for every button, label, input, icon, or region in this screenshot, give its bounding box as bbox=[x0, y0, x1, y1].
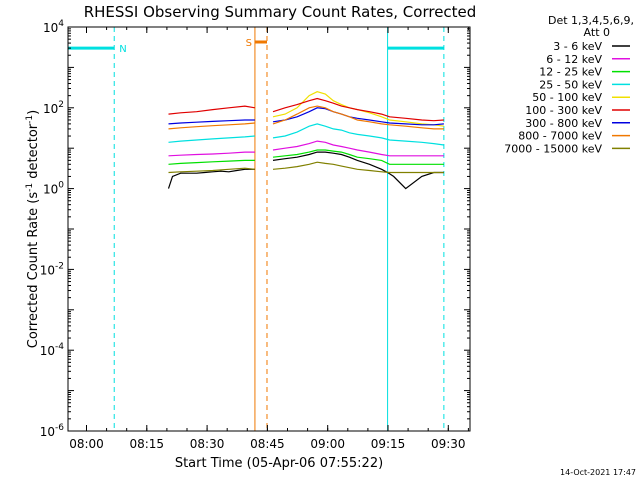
timestamp: 14-Oct-2021 17:47 bbox=[560, 468, 636, 477]
series-line-6-12-kev-2 bbox=[168, 151, 255, 157]
series-line-800-7000-kev-13 bbox=[168, 122, 255, 130]
series-line-25-50-kev-6 bbox=[168, 135, 255, 143]
y-tick-base: 10 bbox=[40, 263, 55, 277]
legend-label-3: 25 - 50 keV bbox=[539, 78, 602, 91]
series-line-7000-15000-kev-15 bbox=[168, 167, 255, 174]
legend-label-7: 800 - 7000 keV bbox=[518, 130, 602, 143]
series-line-3-6-kev-0 bbox=[167, 168, 255, 189]
y-axis-label-sup2: -1 bbox=[25, 115, 35, 124]
x-axis-label: Start Time (05-Apr-06 07:55:22) bbox=[175, 456, 383, 471]
x-tick-label-4: 09:00 bbox=[310, 437, 345, 451]
y-tick-exponent: -4 bbox=[55, 342, 64, 352]
series-line-300-800-kev-11 bbox=[168, 119, 255, 125]
axis-labels: 08:00 08:15 08:30 08:45 09:00 09:15 09:3010-61… bbox=[40, 19, 470, 451]
y-tick-exponent: 2 bbox=[58, 100, 64, 110]
x-tick-label-1: 08:15 bbox=[129, 437, 164, 451]
y-tick-base: 10 bbox=[40, 344, 55, 358]
series-line-7000-15000-kev-16 bbox=[272, 161, 444, 174]
y-tick-base: 10 bbox=[43, 183, 58, 197]
series-line-100-300-kev-9 bbox=[168, 105, 256, 115]
saa-label: S bbox=[246, 38, 252, 49]
x-tick-label-6: 09:30 bbox=[431, 437, 466, 451]
y-tick-label-2: 10-2 bbox=[40, 261, 64, 277]
series-line-6-12-kev-3 bbox=[272, 140, 444, 157]
y-tick-exponent: 0 bbox=[58, 181, 64, 191]
plot-frame bbox=[67, 26, 471, 432]
y-tick-label-0: 10-6 bbox=[40, 423, 65, 439]
legend-label-1: 6 - 12 keV bbox=[546, 53, 602, 66]
y-tick-label-4: 102 bbox=[43, 100, 64, 116]
legend-label-0: 3 - 6 keV bbox=[553, 40, 602, 53]
y-axis-label-end: ) bbox=[26, 110, 41, 115]
x-tick-label-3: 08:45 bbox=[250, 437, 285, 451]
legend-header-attenuator: Att 0 bbox=[584, 26, 610, 39]
y-tick-exponent: -2 bbox=[55, 261, 64, 271]
y-axis-label: Corrected Count Rate (s-1 detector-1) bbox=[25, 110, 41, 348]
series-line-800-7000-kev-14 bbox=[272, 105, 444, 130]
legend-label-8: 7000 - 15000 keV bbox=[504, 142, 602, 155]
chart-title: RHESSI Observing Summary Count Rates, Co… bbox=[84, 3, 477, 21]
y-tick-label-3: 100 bbox=[43, 181, 64, 197]
y-axis-label-main: Corrected Count Rate (s bbox=[26, 192, 41, 349]
series-line-3-6-kev-1 bbox=[272, 151, 444, 190]
y-axis-label-mid: detector bbox=[26, 123, 41, 183]
y-tick-label-1: 10-4 bbox=[40, 342, 65, 358]
night-label-0: N bbox=[119, 44, 126, 55]
plot-marks: NS bbox=[68, 27, 445, 431]
legend-label-4: 50 - 100 keV bbox=[532, 91, 602, 104]
legend-label-5: 100 - 300 keV bbox=[525, 104, 602, 117]
x-tick-label-2: 08:30 bbox=[190, 437, 225, 451]
x-tick-label-5: 09:15 bbox=[371, 437, 406, 451]
x-tick-label-0: 08:00 bbox=[69, 437, 104, 451]
legend-label-2: 12 - 25 keV bbox=[539, 66, 602, 79]
y-tick-base: 10 bbox=[43, 102, 58, 116]
series-line-50-100-kev-8 bbox=[272, 91, 444, 127]
y-tick-base: 10 bbox=[40, 425, 55, 439]
series-line-100-300-kev-10 bbox=[272, 97, 444, 122]
y-tick-exponent: -6 bbox=[55, 423, 64, 433]
series-line-12-25-kev-4 bbox=[168, 159, 255, 165]
y-tick-exponent: 4 bbox=[58, 19, 64, 29]
legend-header-detectors: Det 1,3,4,5,6,9, bbox=[548, 14, 634, 27]
legend-label-6: 300 - 800 keV bbox=[525, 117, 602, 130]
y-axis-label-sup1: -1 bbox=[25, 183, 35, 192]
y-tick-base: 10 bbox=[43, 21, 58, 35]
y-tick-label-5: 104 bbox=[43, 19, 64, 35]
series-line-25-50-kev-7 bbox=[272, 123, 444, 146]
series-line-12-25-kev-5 bbox=[272, 149, 444, 165]
